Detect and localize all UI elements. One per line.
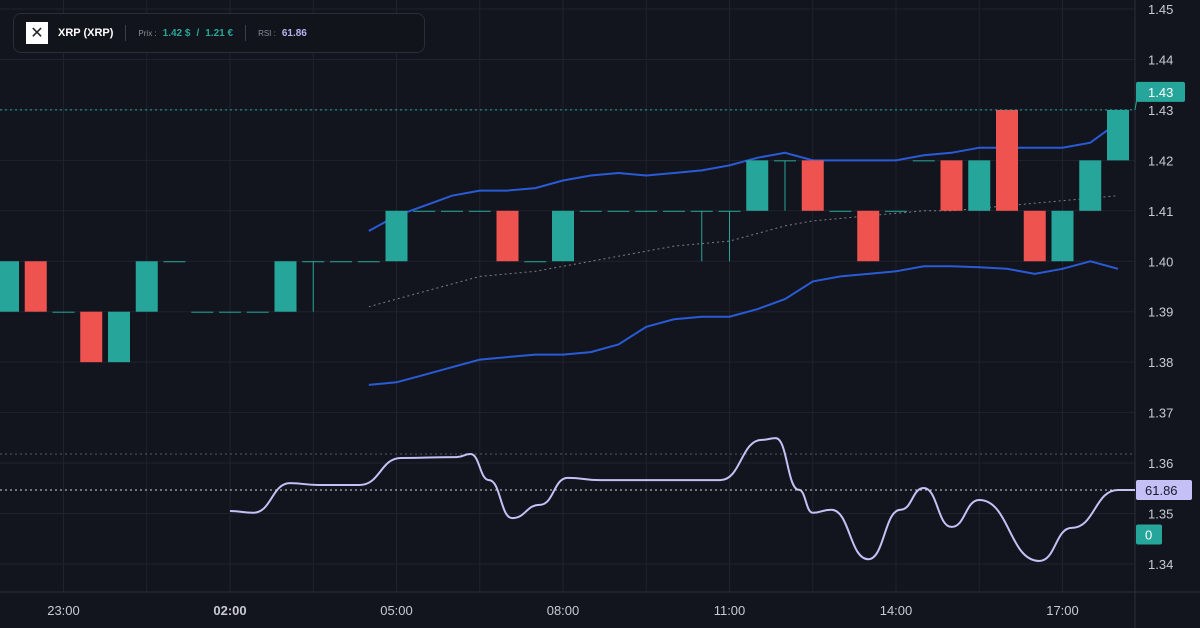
divider xyxy=(245,25,247,41)
symbol-info-panel: ✕ XRP (XRP) Prix : 1.42 $ / 1.21 € RSI :… xyxy=(13,13,425,53)
time-tick-label: 23:00 xyxy=(47,603,80,618)
candle-body xyxy=(80,311,103,363)
divider xyxy=(125,25,127,41)
candle-body xyxy=(1079,160,1102,211)
price-tick-label: 1.43 xyxy=(1148,103,1173,118)
rsi-value: 61.86 xyxy=(281,27,307,39)
rsi-secondary-label: 0 xyxy=(1145,528,1152,543)
time-tick-label: 11:00 xyxy=(714,603,746,618)
candles xyxy=(0,109,1129,363)
bollinger-middle xyxy=(368,195,1119,308)
candle-body xyxy=(635,210,658,212)
candle-body xyxy=(996,109,1018,211)
candle-body xyxy=(246,311,269,313)
candle-body xyxy=(357,261,380,263)
bollinger-lower xyxy=(368,260,1119,386)
symbol-name: XRP (XRP) xyxy=(58,27,114,39)
time-tick-label: 17:00 xyxy=(1046,603,1079,618)
time-tick-label: 08:00 xyxy=(547,603,580,618)
candle-body xyxy=(1051,210,1074,262)
time-axis[interactable]: 23:00 02:00 05:00 08:00 11:00 14:00 17:00 xyxy=(47,603,1079,618)
price-eur: 1.21 € xyxy=(205,27,234,39)
time-tick-label: 02:00 xyxy=(213,603,246,618)
candle-body xyxy=(441,210,463,212)
candle-body xyxy=(1107,109,1129,161)
price-tick-label: 1.34 xyxy=(1148,557,1173,572)
candle-body xyxy=(0,261,19,312)
price-tick-label: 1.44 xyxy=(1148,52,1173,67)
candle-body xyxy=(968,160,991,211)
candle-body xyxy=(496,210,519,262)
candle-body xyxy=(857,210,880,262)
candle-body xyxy=(524,261,547,263)
rsi-secondary-badge xyxy=(1136,524,1162,545)
candle-body xyxy=(468,210,491,212)
candle-body xyxy=(690,210,713,212)
price-tick-label: 1.35 xyxy=(1148,507,1173,522)
candle-body xyxy=(774,160,796,162)
xrp-x-icon: ✕ xyxy=(26,22,48,44)
candle-body xyxy=(1023,210,1046,262)
last-price-badge xyxy=(1136,81,1185,102)
price-usd: 1.42 $ xyxy=(162,27,191,39)
candle-body xyxy=(552,210,574,262)
candle-body xyxy=(413,210,436,212)
candle-body xyxy=(579,210,602,212)
last-price-label: 1.43 xyxy=(1148,85,1173,100)
rsi-badge-label: 61.86 xyxy=(1145,483,1178,498)
rsi-line xyxy=(229,437,1135,562)
price-tick-label: 1.36 xyxy=(1148,456,1173,471)
price-tick-label: 1.42 xyxy=(1148,153,1173,168)
bollinger-upper xyxy=(368,121,1119,232)
candle-body xyxy=(108,311,130,363)
candle-body xyxy=(940,160,963,211)
price-separator: / xyxy=(196,27,200,39)
candle-body xyxy=(191,311,214,313)
candle-body xyxy=(135,261,158,312)
candle-body xyxy=(801,160,824,211)
price-tick-label: 1.40 xyxy=(1148,254,1173,269)
price-axis[interactable]: 1.45 1.44 1.43 1.42 1.41 1.40 1.39 1.38 1.37 1.36… xyxy=(0,2,1192,572)
candle-body xyxy=(746,160,769,211)
candle-body xyxy=(330,261,352,263)
candle-body xyxy=(163,261,186,263)
price-tick-label: 1.45 xyxy=(1148,2,1173,17)
candle-body xyxy=(829,210,852,212)
candle-body xyxy=(607,210,630,212)
candle-body xyxy=(912,160,935,162)
candle-body xyxy=(885,210,907,212)
candle-body xyxy=(385,210,408,262)
candle-body xyxy=(718,210,741,212)
rsi-label: RSI : xyxy=(258,28,276,38)
price-tick-label: 1.37 xyxy=(1148,406,1173,421)
candle-body xyxy=(219,311,241,313)
time-tick-label: 05:00 xyxy=(380,603,413,618)
candle-body xyxy=(302,261,325,263)
candle-body xyxy=(274,261,297,312)
rsi-badge xyxy=(1136,479,1192,500)
candle-body xyxy=(24,261,47,312)
price-tick-label: 1.39 xyxy=(1148,305,1173,320)
price-tick-label: 1.41 xyxy=(1148,204,1173,219)
bollinger-bands xyxy=(368,121,1119,386)
price-tick-label: 1.38 xyxy=(1148,355,1173,370)
candle-body xyxy=(663,210,685,212)
candle-body xyxy=(52,311,75,313)
price-label: Prix : xyxy=(138,28,157,38)
rsi-line xyxy=(0,437,1135,562)
time-tick-label: 14:00 xyxy=(880,603,913,618)
